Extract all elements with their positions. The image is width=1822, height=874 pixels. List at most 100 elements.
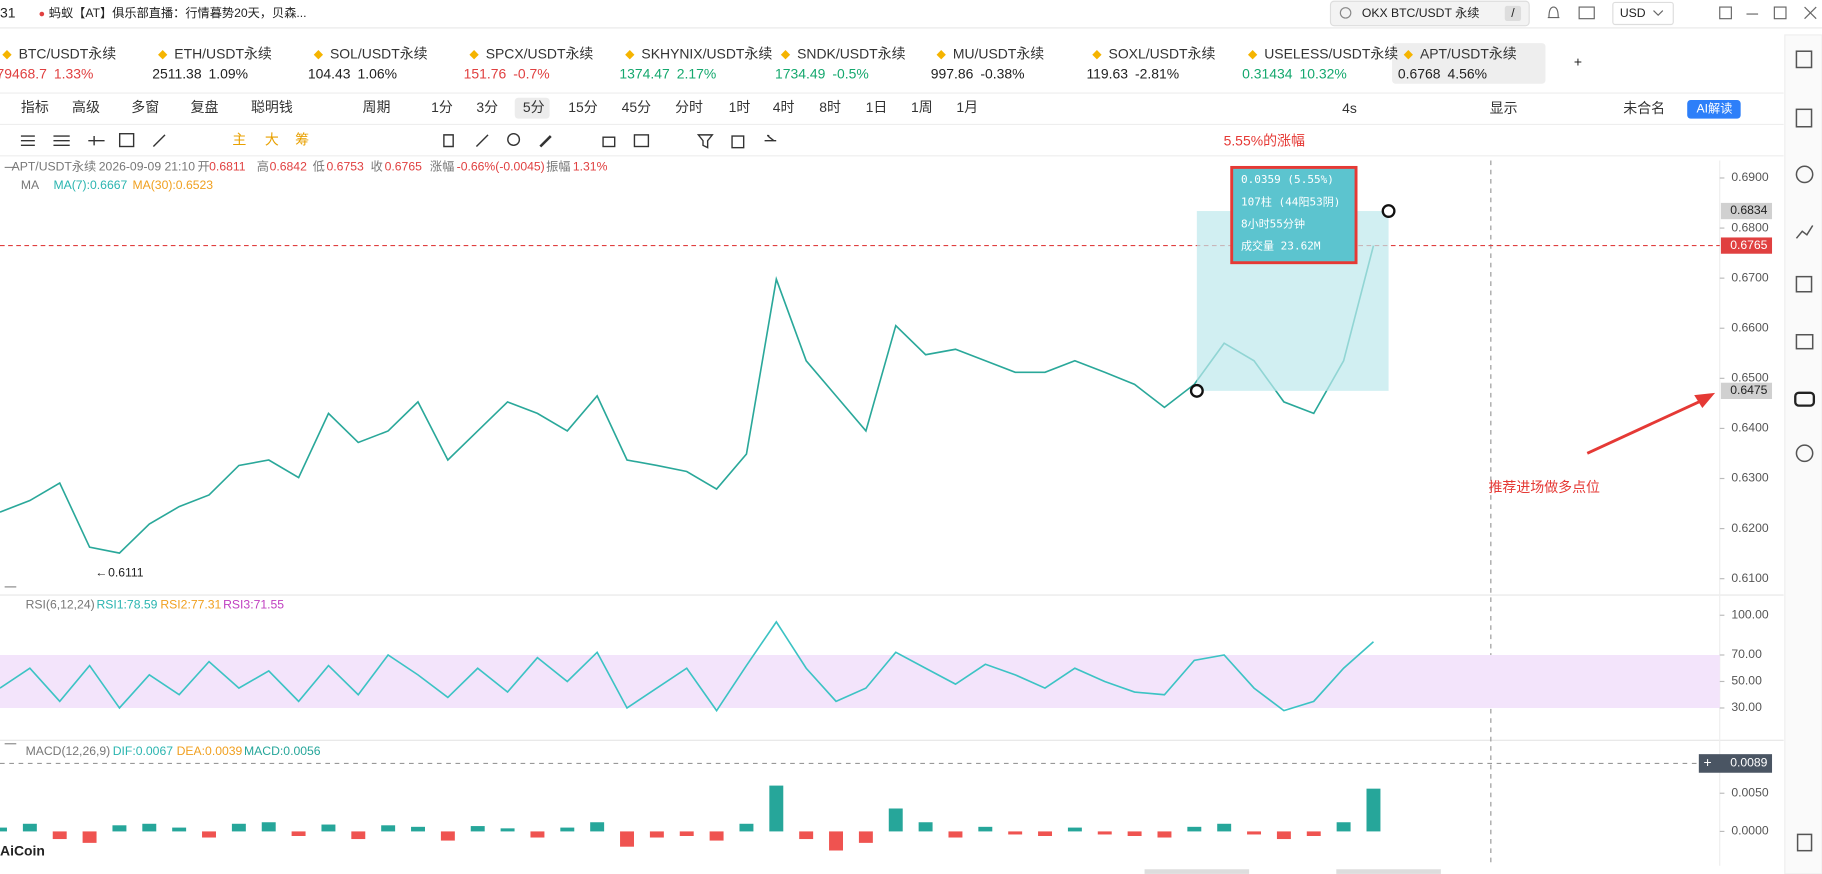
histogram-bar bbox=[0, 827, 7, 832]
scrollbar[interactable] bbox=[1336, 869, 1441, 874]
tool-icon[interactable] bbox=[633, 134, 650, 148]
period[interactable]: 分时 bbox=[675, 99, 703, 115]
toolbar-item[interactable]: 多窗 bbox=[131, 99, 159, 115]
tool-icon[interactable] bbox=[696, 134, 714, 149]
histogram-bar bbox=[351, 831, 366, 840]
close-button[interactable] bbox=[1804, 6, 1817, 20]
ticker-name[interactable]: SOXL/USDT永续 bbox=[1109, 45, 1216, 61]
legend-label: 收 bbox=[371, 160, 383, 174]
ticker-name[interactable]: SKHYNIX/USDT永续 bbox=[641, 45, 772, 61]
toolbar-item[interactable]: AI解读 bbox=[1697, 102, 1733, 116]
ticker-name[interactable]: APT/USDT永续 bbox=[1420, 45, 1517, 61]
ticker-name[interactable]: USELESS/USDT永续 bbox=[1264, 45, 1398, 61]
period[interactable]: 1周 bbox=[911, 99, 933, 115]
toolbar-item[interactable]: 复盘 bbox=[191, 99, 219, 115]
tool-icon[interactable] bbox=[539, 135, 552, 148]
period[interactable]: 3分 bbox=[476, 99, 498, 115]
period[interactable]: 1时 bbox=[729, 99, 751, 115]
tool-icon[interactable] bbox=[731, 135, 745, 149]
low-arrow: ← bbox=[95, 565, 107, 579]
sidebar-icon[interactable] bbox=[1795, 225, 1814, 239]
sidebar-icon[interactable] bbox=[1795, 50, 1813, 69]
ticker-change: 10.32% bbox=[1300, 65, 1347, 81]
tool-icon[interactable] bbox=[53, 135, 70, 147]
period[interactable]: 45分 bbox=[622, 99, 652, 115]
toolbar-item[interactable]: 周期 bbox=[363, 99, 391, 115]
ticker-change: 1.09% bbox=[209, 65, 249, 81]
mail-icon[interactable] bbox=[1578, 6, 1595, 20]
coin-icon bbox=[1092, 50, 1102, 60]
sidebar-icon[interactable] bbox=[1796, 833, 1813, 852]
sidebar-icon[interactable] bbox=[1795, 108, 1813, 128]
toolbar-item[interactable]: 4s bbox=[1342, 100, 1357, 116]
period[interactable]: 4时 bbox=[773, 99, 795, 115]
ticker-name[interactable]: SOL/USDT永续 bbox=[330, 45, 428, 61]
toolbar-item[interactable]: 指标 bbox=[21, 99, 49, 115]
histogram-bar bbox=[1067, 827, 1082, 832]
sidebar-icon[interactable] bbox=[1795, 165, 1814, 184]
toolbar-item[interactable]: 显示 bbox=[1490, 100, 1518, 116]
ticker-change: -0.5% bbox=[832, 65, 868, 81]
tool-icon[interactable] bbox=[118, 133, 135, 148]
histogram-bar bbox=[1127, 831, 1142, 836]
search-box[interactable] bbox=[1329, 0, 1530, 27]
scrollbar[interactable] bbox=[1144, 869, 1250, 874]
tool-icon[interactable] bbox=[443, 134, 454, 148]
histogram-bar bbox=[52, 831, 67, 840]
legend-label: 低 bbox=[313, 160, 325, 174]
maximize-button[interactable] bbox=[1773, 6, 1787, 20]
ticker-change: -0.38% bbox=[980, 65, 1024, 81]
histogram-bar bbox=[1187, 826, 1202, 832]
y-tick-label: 0.6200 bbox=[1731, 521, 1768, 535]
ticker-name[interactable]: BTC/USDT永续 bbox=[19, 45, 117, 61]
ticker-name[interactable]: SPCX/USDT永续 bbox=[486, 45, 594, 61]
histogram-bar bbox=[1157, 831, 1172, 838]
coin-icon bbox=[313, 50, 324, 60]
period[interactable]: 5分 bbox=[523, 99, 545, 115]
arrow-head bbox=[1694, 392, 1716, 408]
tab-fragment: 31 bbox=[0, 5, 16, 21]
period[interactable]: 15分 bbox=[568, 99, 598, 115]
tool-icon[interactable] bbox=[475, 134, 489, 147]
coin-icon bbox=[936, 50, 946, 60]
sidebar-icon[interactable] bbox=[1795, 444, 1814, 463]
histogram-bar bbox=[1217, 823, 1232, 832]
tool[interactable]: 主 bbox=[232, 131, 246, 147]
period[interactable]: 8时 bbox=[819, 99, 841, 115]
tool-icon[interactable] bbox=[152, 134, 166, 147]
tool[interactable]: 大 bbox=[265, 131, 279, 147]
add-ticker[interactable]: + bbox=[1574, 54, 1582, 70]
ticker-price: 2511.38 bbox=[152, 65, 202, 81]
histogram-bar bbox=[948, 831, 963, 838]
toolbar-item[interactable]: 未合名 bbox=[1623, 100, 1665, 116]
currency-select[interactable] bbox=[1612, 1, 1674, 26]
tool-icon[interactable] bbox=[88, 136, 105, 146]
toolbar-item[interactable]: 聪明钱 bbox=[251, 99, 293, 115]
ticker-name[interactable]: ETH/USDT永续 bbox=[174, 45, 272, 61]
broadcast[interactable]: 蚂蚁【AT】俱乐部直播：行情暮势20天，贝森... bbox=[49, 5, 307, 20]
logo: AiCoin bbox=[0, 843, 45, 859]
toolbar-item[interactable]: 高级 bbox=[72, 99, 100, 115]
period[interactable]: 1月 bbox=[956, 99, 978, 115]
period[interactable]: 1分 bbox=[431, 99, 453, 115]
window-button[interactable] bbox=[1719, 6, 1732, 20]
chevron bbox=[1653, 10, 1664, 17]
tool-icon[interactable] bbox=[507, 133, 521, 147]
coin-icon bbox=[2, 50, 12, 60]
tool-icon[interactable] bbox=[602, 136, 616, 148]
sidebar-icon[interactable] bbox=[1795, 333, 1814, 350]
tool-icon[interactable] bbox=[20, 135, 35, 147]
ticker-name[interactable]: SNDK/USDT永续 bbox=[797, 45, 905, 61]
period[interactable]: 1日 bbox=[866, 99, 888, 115]
tool-icon[interactable] bbox=[764, 134, 777, 142]
histogram-bar bbox=[709, 831, 724, 841]
measure-handle[interactable] bbox=[1381, 204, 1396, 219]
ai-button[interactable] bbox=[1687, 100, 1741, 119]
measure-line: 成交量 23.62M bbox=[1241, 238, 1321, 252]
sidebar-icon[interactable] bbox=[1794, 391, 1816, 407]
ticker-price: 151.76 bbox=[464, 65, 507, 81]
tool[interactable]: 筹 bbox=[295, 131, 309, 147]
measure-handle[interactable] bbox=[1189, 383, 1204, 398]
ticker-name[interactable]: MU/USDT永续 bbox=[953, 45, 1044, 61]
sidebar-icon[interactable] bbox=[1795, 275, 1813, 293]
